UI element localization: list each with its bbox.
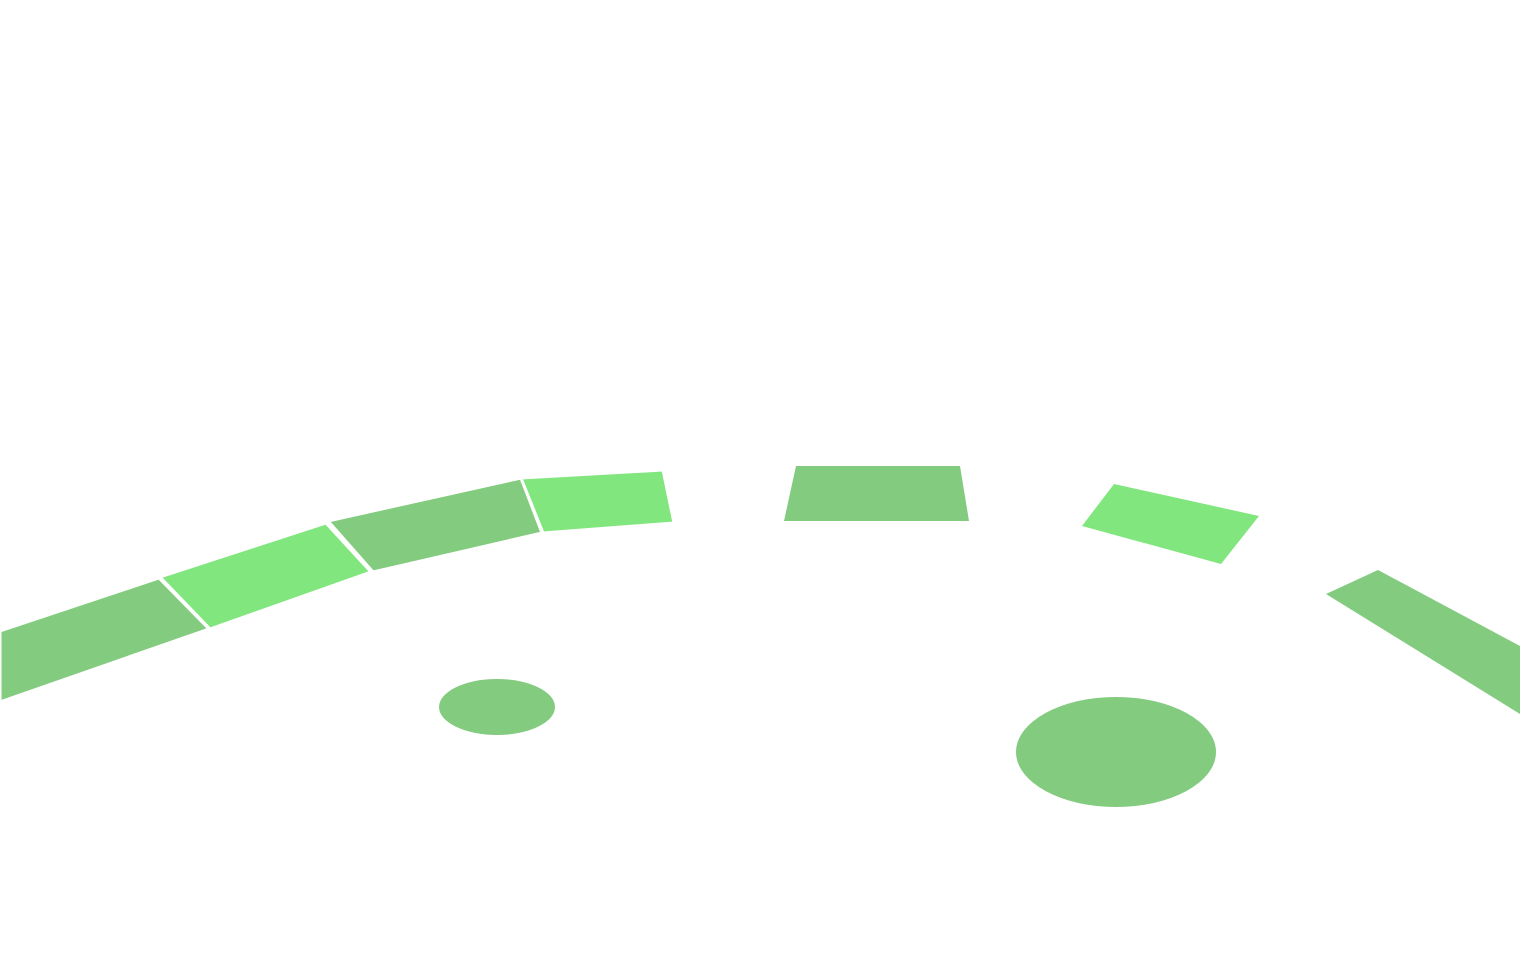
track-tile-6 xyxy=(1082,484,1259,564)
track-tile-4 xyxy=(518,468,676,535)
track-tile-3 xyxy=(325,476,545,574)
hole-small xyxy=(439,679,555,735)
track xyxy=(0,466,1520,714)
hole-large xyxy=(1016,697,1216,807)
holes xyxy=(439,679,1216,807)
track-tile-7 xyxy=(1326,570,1520,714)
track-tile-5 xyxy=(784,466,969,521)
